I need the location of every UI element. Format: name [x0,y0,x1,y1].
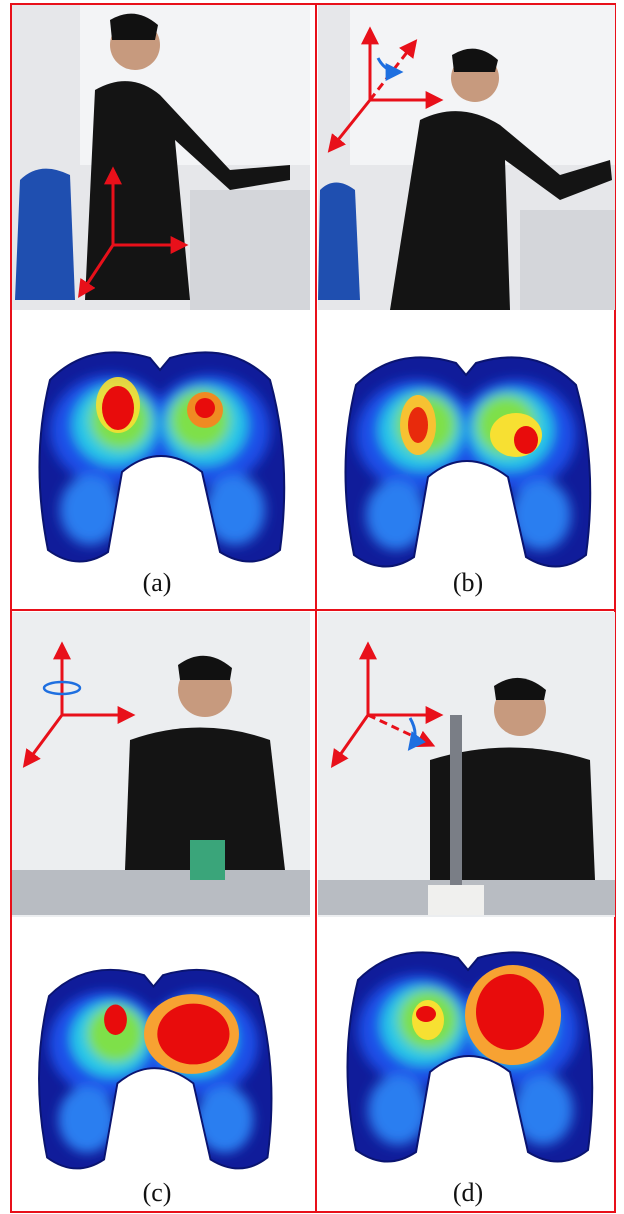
panel-label: (b) [453,568,483,597]
heatmap [336,345,596,585]
heatmap [338,940,598,1180]
photo [12,612,310,917]
photo [318,612,615,917]
panel-label: (d) [453,1178,483,1207]
photo [318,5,615,310]
panel-label: (c) [143,1178,172,1207]
figure: (a) (b) (c) (d) [0,0,624,1214]
heatmap [30,340,290,580]
photo [12,5,310,310]
heatmap [30,958,277,1186]
panel-label: (a) [143,568,172,597]
